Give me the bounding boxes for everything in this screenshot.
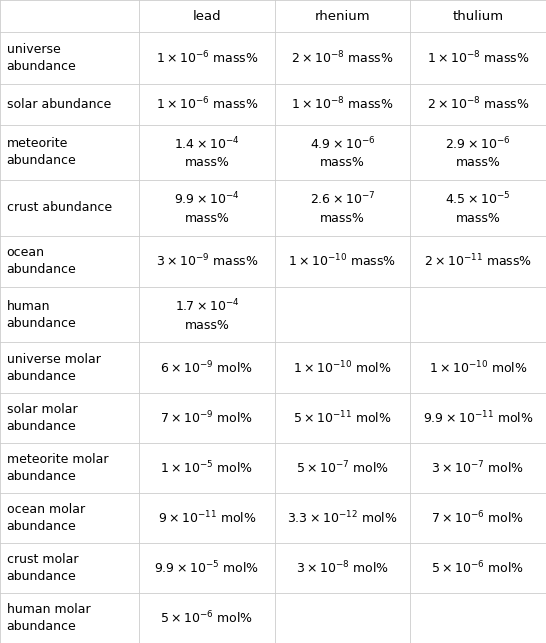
Text: meteorite
abundance: meteorite abundance — [7, 138, 76, 167]
Text: $1\times10^{-10}$ mass%: $1\times10^{-10}$ mass% — [288, 253, 396, 269]
Text: $3.3\times10^{-12}$ mol%: $3.3\times10^{-12}$ mol% — [287, 509, 397, 526]
Text: crust molar
abundance: crust molar abundance — [7, 553, 78, 583]
Text: $9.9\times10^{-5}$ mol%: $9.9\times10^{-5}$ mol% — [155, 559, 259, 576]
Text: $1\times10^{-10}$ mol%: $1\times10^{-10}$ mol% — [293, 359, 391, 376]
Text: $1.4\times10^{-4}$
mass%: $1.4\times10^{-4}$ mass% — [174, 136, 240, 169]
Text: $2\times10^{-11}$ mass%: $2\times10^{-11}$ mass% — [424, 253, 532, 269]
Text: $5\times10^{-11}$ mol%: $5\times10^{-11}$ mol% — [293, 410, 391, 426]
Text: $5\times10^{-6}$ mol%: $5\times10^{-6}$ mol% — [161, 610, 253, 626]
Text: human
abundance: human abundance — [7, 300, 76, 330]
Text: $7\times10^{-9}$ mol%: $7\times10^{-9}$ mol% — [161, 410, 253, 426]
Text: $2.9\times10^{-6}$
mass%: $2.9\times10^{-6}$ mass% — [445, 136, 511, 169]
Text: $1\times10^{-5}$ mol%: $1\times10^{-5}$ mol% — [161, 459, 253, 476]
Text: universe molar
abundance: universe molar abundance — [7, 352, 100, 383]
Text: $1\times10^{-6}$ mass%: $1\times10^{-6}$ mass% — [156, 50, 258, 66]
Text: human molar
abundance: human molar abundance — [7, 603, 90, 633]
Text: $5\times10^{-6}$ mol%: $5\times10^{-6}$ mol% — [431, 559, 525, 576]
Text: $2\times10^{-8}$ mass%: $2\times10^{-8}$ mass% — [426, 96, 530, 113]
Text: $7\times10^{-6}$ mol%: $7\times10^{-6}$ mol% — [431, 509, 525, 526]
Text: $1\times10^{-8}$ mass%: $1\times10^{-8}$ mass% — [426, 50, 530, 66]
Text: lead: lead — [193, 10, 221, 23]
Text: $1\times10^{-6}$ mass%: $1\times10^{-6}$ mass% — [156, 96, 258, 113]
Text: universe
abundance: universe abundance — [7, 43, 76, 73]
Text: $4.5\times10^{-5}$
mass%: $4.5\times10^{-5}$ mass% — [446, 191, 511, 224]
Text: $1\times10^{-10}$ mol%: $1\times10^{-10}$ mol% — [429, 359, 527, 376]
Text: solar abundance: solar abundance — [7, 98, 111, 111]
Text: solar molar
abundance: solar molar abundance — [7, 403, 77, 433]
Text: rhenium: rhenium — [314, 10, 370, 23]
Text: $9.9\times10^{-11}$ mol%: $9.9\times10^{-11}$ mol% — [423, 410, 533, 426]
Text: $3\times10^{-9}$ mass%: $3\times10^{-9}$ mass% — [156, 253, 258, 269]
Text: $4.9\times10^{-6}$
mass%: $4.9\times10^{-6}$ mass% — [310, 136, 375, 169]
Text: meteorite molar
abundance: meteorite molar abundance — [7, 453, 108, 483]
Text: $1.7\times10^{-4}$
mass%: $1.7\times10^{-4}$ mass% — [175, 298, 239, 332]
Text: $1\times10^{-8}$ mass%: $1\times10^{-8}$ mass% — [291, 96, 394, 113]
Text: $3\times10^{-7}$ mol%: $3\times10^{-7}$ mol% — [431, 459, 525, 476]
Text: $5\times10^{-7}$ mol%: $5\times10^{-7}$ mol% — [296, 459, 389, 476]
Text: thulium: thulium — [453, 10, 503, 23]
Text: $2.6\times10^{-7}$
mass%: $2.6\times10^{-7}$ mass% — [310, 191, 375, 224]
Text: crust abundance: crust abundance — [7, 201, 112, 214]
Text: $9.9\times10^{-4}$
mass%: $9.9\times10^{-4}$ mass% — [174, 191, 240, 224]
Text: ocean
abundance: ocean abundance — [7, 246, 76, 276]
Text: $9\times10^{-11}$ mol%: $9\times10^{-11}$ mol% — [158, 509, 256, 526]
Text: $2\times10^{-8}$ mass%: $2\times10^{-8}$ mass% — [291, 50, 394, 66]
Text: ocean molar
abundance: ocean molar abundance — [7, 503, 85, 533]
Text: $6\times10^{-9}$ mol%: $6\times10^{-9}$ mol% — [161, 359, 253, 376]
Text: $3\times10^{-8}$ mol%: $3\times10^{-8}$ mol% — [296, 559, 389, 576]
